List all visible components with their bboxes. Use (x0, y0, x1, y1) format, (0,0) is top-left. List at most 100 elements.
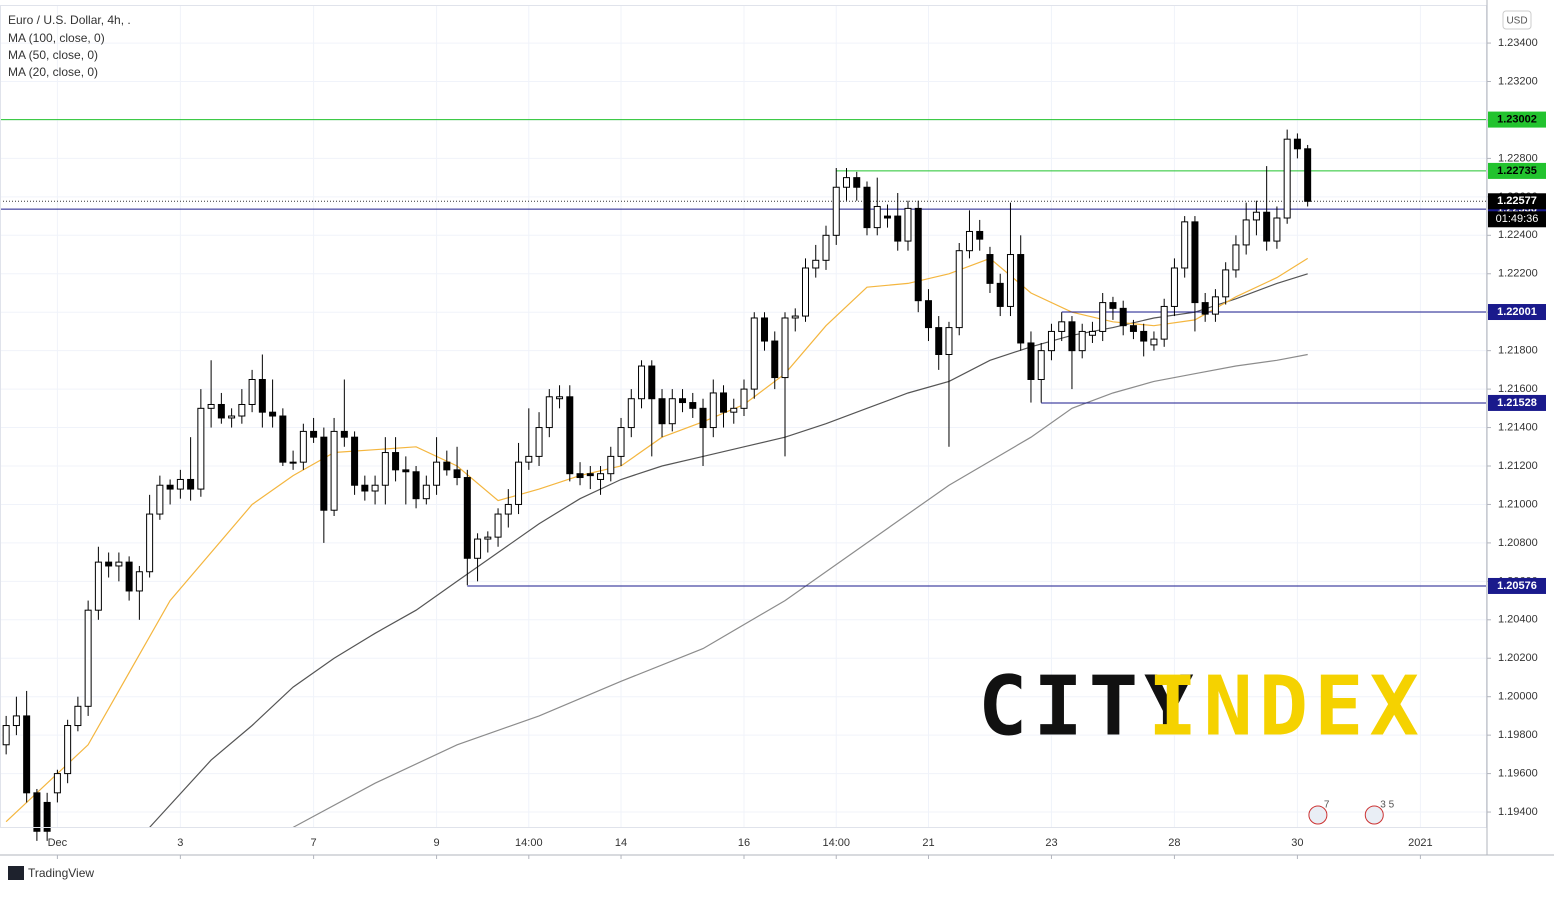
candle-body (1222, 269, 1230, 298)
candle-body (914, 207, 922, 302)
event-icon[interactable] (1364, 805, 1384, 825)
candle-body (556, 396, 564, 400)
y-tick-label: 1.21800 (1498, 345, 1538, 357)
candle-body (1088, 330, 1096, 336)
candle-body (371, 484, 379, 492)
candle-body (638, 365, 646, 400)
candle-body (955, 250, 963, 329)
y-tick-label: 1.21200 (1498, 460, 1538, 472)
y-tick-label: 1.19400 (1498, 806, 1538, 818)
candle-body (1170, 267, 1178, 307)
last-price-tag (1488, 193, 1546, 210)
candle-body (740, 388, 748, 409)
watermark-index: INDEX (1148, 659, 1425, 754)
candle-body (299, 430, 307, 463)
candle-body (310, 430, 318, 438)
candle-body (402, 469, 410, 473)
candle-body (361, 484, 369, 492)
candle-body (709, 392, 717, 429)
x-tick-label: 21 (922, 837, 934, 849)
candle-body (1017, 254, 1025, 344)
x-tick-label: 9 (434, 837, 440, 849)
candle-body (1099, 302, 1107, 332)
candle-body (1129, 325, 1137, 332)
candle-body (883, 215, 891, 219)
candle-body (873, 205, 881, 229)
tradingview-icon (8, 866, 24, 880)
candle-body (679, 398, 687, 404)
candle-body (648, 365, 656, 400)
candle-body (1078, 330, 1086, 352)
candle-body (412, 471, 420, 500)
candle-body (750, 317, 758, 390)
y-tick-label: 1.22400 (1498, 229, 1538, 241)
level-tag-label: 1.23002 (1497, 113, 1537, 125)
candle-body (228, 415, 236, 419)
level-tag-label: 1.20576 (1497, 580, 1537, 592)
candle-body (965, 230, 973, 252)
y-tick-label: 1.22200 (1498, 268, 1538, 280)
legend-entry: MA (20, close, 0) (8, 65, 98, 79)
candle-body (340, 430, 348, 438)
candle-body (832, 186, 840, 236)
y-tick-label: 1.23200 (1498, 75, 1538, 87)
candle-body (617, 427, 625, 457)
last-price-tag-label: 1.22577 (1497, 195, 1537, 207)
candle-body (1293, 138, 1301, 150)
candle-body (2, 725, 10, 746)
candle-body (1242, 219, 1250, 246)
candle-body (986, 254, 994, 284)
candle-body (545, 396, 553, 429)
y-tick-label: 1.22800 (1498, 152, 1538, 164)
candle-body (1068, 321, 1076, 352)
candle-body (53, 773, 61, 794)
x-tick-label: Dec (48, 837, 68, 849)
candle-body (1283, 138, 1291, 219)
candle-body (422, 484, 430, 500)
y-tick-label: 1.20200 (1498, 652, 1538, 664)
candle-body (258, 378, 266, 413)
y-tick-label: 1.21400 (1498, 421, 1538, 433)
candle-body (1150, 338, 1158, 346)
currency-button[interactable] (1502, 10, 1532, 30)
candle-body (125, 561, 133, 592)
candle-body (1181, 221, 1189, 269)
x-tick-label: 28 (1168, 837, 1180, 849)
candle-body (720, 392, 728, 413)
event-icon[interactable] (1308, 805, 1328, 825)
x-tick-label: 14:00 (822, 837, 850, 849)
footer-brand[interactable]: TradingView (28, 866, 94, 880)
x-tick-label: 7 (311, 837, 317, 849)
y-tick-label: 1.20400 (1498, 614, 1538, 626)
candle-body (627, 398, 635, 429)
candle-body (515, 461, 523, 505)
candle-body (443, 461, 451, 471)
candle-body (996, 282, 1004, 307)
candle-body (863, 186, 871, 229)
event-count: 7 (1324, 800, 1330, 811)
currency-label: USD (1506, 16, 1527, 27)
countdown-label: 01:49:36 (1496, 213, 1539, 225)
level-tag-label: 1.21528 (1497, 397, 1537, 409)
watermark: CITY INDEX (978, 659, 1425, 754)
candle-body (791, 315, 799, 319)
candle-body (1109, 302, 1117, 309)
legend-entry: MA (100, close, 0) (8, 31, 105, 45)
candle-body (197, 407, 205, 490)
candle-body (976, 230, 984, 240)
x-tick-label: 3 (177, 837, 183, 849)
candle-body (822, 234, 830, 261)
y-tick-label: 1.21000 (1498, 498, 1538, 510)
legend-entry: MA (50, close, 0) (8, 48, 98, 62)
axis: 1.19400 1.19600 1.19800 1.20000 1.20200 1.204… (48, 37, 1546, 859)
candle-body (1304, 148, 1312, 202)
candle-body (1232, 244, 1240, 271)
candle-body (115, 561, 123, 567)
candle-body (433, 461, 441, 486)
x-tick-label: 16 (738, 837, 750, 849)
candle-body (217, 403, 225, 419)
y-tick-label: 1.19600 (1498, 768, 1538, 780)
candle-body (853, 177, 861, 188)
